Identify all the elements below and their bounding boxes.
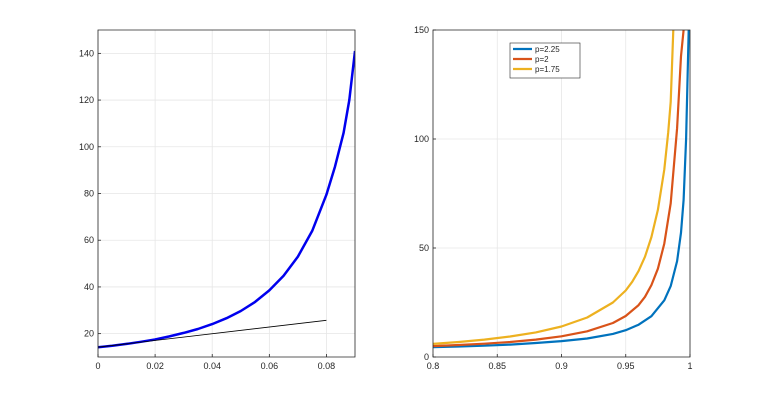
right-series-line-1 [433, 30, 685, 348]
legend-label: p=2 [535, 55, 549, 64]
left-y-tick-label: 140 [79, 48, 94, 58]
left-x-tick-label: 0.02 [146, 361, 164, 371]
left-axes-box [97, 29, 356, 358]
legend-label: p=1.75 [535, 65, 560, 74]
left-series-line-1 [98, 319, 327, 348]
left-y-tick-label: 40 [84, 282, 94, 292]
left-chart: 0 0.02 0.04 0.06 0.08 20 40 60 80 100 120 140 [79, 29, 356, 371]
legend-label: p=2.25 [535, 45, 560, 54]
right-series-line-0 [433, 30, 690, 349]
right-y-tick-label: 150 [414, 25, 429, 35]
right-y-ticks: 0 50 100 150 [414, 25, 436, 362]
right-chart: 0.8 0.85 0.9 0.95 1 0 50 100 150 p=2.25p=2p=1.7… [414, 25, 693, 371]
right-series-layer [433, 30, 690, 349]
right-x-tick-label: 0.8 [427, 361, 440, 371]
right-x-tick-label: 0.85 [488, 361, 506, 371]
left-y-tick-label: 60 [84, 235, 94, 245]
left-x-tick-label: 0 [95, 361, 100, 371]
left-series-line-0 [98, 50, 355, 349]
left-y-tick-label: 20 [84, 329, 94, 339]
right-x-tick-label: 1 [687, 361, 692, 371]
left-x-ticks: 0 0.02 0.04 0.06 0.08 [95, 354, 335, 371]
legend: p=2.25p=2p=1.75 [509, 42, 581, 79]
right-x-ticks: 0.8 0.85 0.9 0.95 1 [427, 354, 693, 371]
right-series-line-2 [433, 30, 675, 345]
left-y-tick-label: 120 [79, 95, 94, 105]
left-y-ticks: 20 40 60 80 100 120 140 [79, 48, 101, 339]
right-x-tick-label: 0.95 [617, 361, 635, 371]
left-y-tick-label: 100 [79, 142, 94, 152]
right-x-tick-label: 0.9 [555, 361, 568, 371]
left-series-layer [98, 50, 355, 349]
left-x-tick-label: 0.04 [203, 361, 221, 371]
left-y-tick-label: 80 [84, 189, 94, 199]
right-y-tick-label: 50 [419, 243, 429, 253]
left-x-tick-label: 0.08 [318, 361, 336, 371]
left-x-tick-label: 0.06 [261, 361, 279, 371]
right-y-tick-label: 0 [424, 352, 429, 362]
right-y-tick-label: 100 [414, 134, 429, 144]
